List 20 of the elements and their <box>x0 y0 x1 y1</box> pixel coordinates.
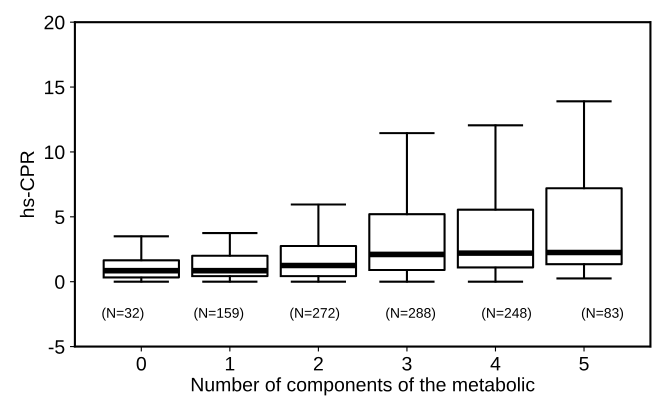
y-tick-label: 15 <box>45 80 64 94</box>
y-tick-label: 10 <box>45 145 64 160</box>
y-tick-label: 5 <box>55 210 64 224</box>
annotation: (N=32) <box>102 308 144 321</box>
y-tick-label: 0 <box>55 275 64 289</box>
annotation: (N=83) <box>582 308 624 321</box>
annotation: (N=159) <box>194 308 244 321</box>
x-tick-label: 4 <box>490 357 500 370</box>
annotation: (N=288) <box>386 308 436 321</box>
annotation: (N=272) <box>290 308 340 321</box>
x-tick-label: 0 <box>136 356 146 371</box>
x-tick-label: 3 <box>402 356 412 371</box>
y-tick-label: -5 <box>48 340 64 354</box>
x-axis-title: Number of components of the metabolic <box>192 377 535 396</box>
y-axis-title: hs-CPR <box>20 151 34 218</box>
annotation: (N=248) <box>482 308 531 321</box>
y-tick-label: 20 <box>44 16 64 30</box>
x-tick-label: 5 <box>579 357 589 371</box>
x-tick-label: 1 <box>226 357 234 370</box>
x-tick-label: 2 <box>314 356 323 370</box>
